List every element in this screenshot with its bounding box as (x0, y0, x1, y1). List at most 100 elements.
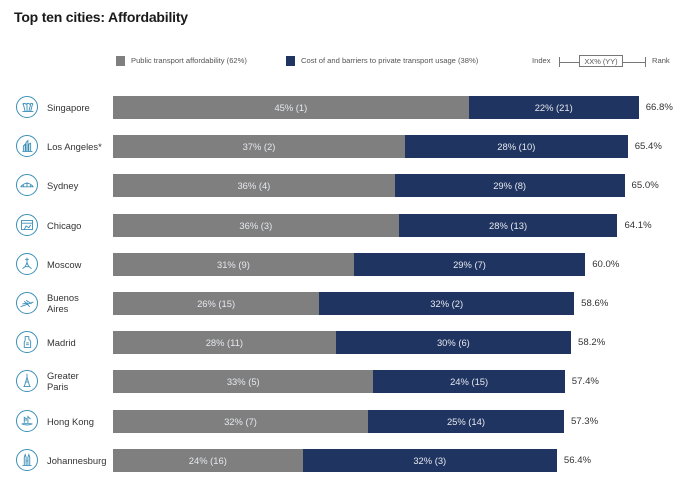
bar-public-transport: 36% (3) (113, 214, 399, 237)
key-box: XX% (YY) (579, 55, 623, 67)
category-label-line: Singapore (47, 102, 90, 113)
category-label-line: Moscow (47, 259, 82, 270)
bar-public-transport: 37% (2) (113, 135, 405, 158)
data-label-private: 22% (21) (534, 102, 573, 113)
bar-private-transport: 25% (14) (367, 410, 564, 433)
category-label-line: Hong Kong (47, 416, 94, 427)
index-label: 58.6% (581, 298, 609, 309)
data-label-private: 29% (8) (493, 180, 527, 191)
bar-row: Greater Paris 33% (5) 24% (15) 57.4% (0, 370, 684, 394)
bridge-icon (16, 292, 38, 314)
category-label-line: Greater (47, 370, 79, 381)
category-label: Singapore (47, 102, 90, 113)
bar-private-transport: 22% (21) (468, 96, 639, 119)
category-label: Madrid (47, 337, 76, 348)
data-label-public: 31% (9) (216, 259, 250, 270)
category-label: Johannesburg (47, 455, 106, 466)
bar-public-transport: 24% (16) (113, 449, 303, 472)
bar-private-transport: 24% (15) (373, 370, 565, 393)
bar-row: Los Angeles* 37% (2) 28% (10) 65.4% (0, 135, 684, 159)
towers-icon (16, 449, 38, 471)
bar-private-transport: 32% (2) (319, 292, 575, 315)
category-label: Hong Kong (47, 416, 94, 427)
bar-private-transport: 28% (10) (404, 135, 628, 158)
tower-icon (16, 253, 38, 275)
category-label-line: Paris (47, 381, 69, 392)
category-label: Greater Paris (47, 370, 79, 392)
data-label-public: 26% (15) (197, 298, 236, 309)
category-label-line: Sydney (47, 180, 79, 191)
key-tick-right (645, 57, 646, 67)
data-label-public: 36% (4) (237, 180, 271, 191)
bar-public-transport: 31% (9) (113, 253, 354, 276)
bar-private-transport: 32% (3) (302, 449, 557, 472)
data-label-private: 30% (6) (436, 337, 470, 348)
data-label-public: 33% (5) (226, 376, 260, 387)
data-label-private: 28% (13) (489, 220, 528, 231)
index-label: 65.0% (631, 180, 659, 191)
bar-row: Johannesburg 24% (16) 32% (3) 56.4% (0, 449, 684, 473)
bar-row: Buenos Aires 26% (15) 32% (2) 58.6% (0, 292, 684, 316)
key-rank-label: Rank (652, 56, 670, 65)
data-label-private: 29% (7) (453, 259, 486, 270)
data-label-public: 28% (11) (205, 337, 244, 348)
data-label-public: 37% (2) (242, 141, 276, 152)
category-label-line: Johannesburg (47, 455, 107, 466)
index-label: 56.4% (563, 455, 592, 466)
legend-swatch-public (116, 56, 125, 66)
key-line-right (623, 62, 645, 63)
data-label-private: 24% (15) (450, 376, 489, 387)
bar-public-transport: 36% (4) (113, 174, 395, 197)
index-label: 66.8% (645, 102, 673, 113)
legend: Public transport affordability (62%) Cos… (0, 55, 684, 69)
category-label: Buenos Aires (47, 292, 79, 314)
category-label-line: Los Angeles* (47, 141, 102, 152)
bar-public-transport: 33% (5) (113, 370, 374, 393)
bar-public-transport: 45% (1) (113, 96, 469, 119)
key-index-label: Index (532, 56, 551, 65)
data-label-public: 32% (7) (224, 416, 257, 427)
bar-row: Hong Kong 32% (7) 25% (14) 57.3% (0, 410, 684, 434)
harbour-bridge-icon (16, 174, 38, 196)
bar-row: Chicago 36% (3) 28% (13) 64.1% (0, 214, 684, 238)
category-label-line: Buenos (47, 292, 79, 303)
data-label-public: 24% (16) (188, 455, 227, 466)
bar-private-transport: 30% (6) (335, 331, 572, 354)
index-label: 65.4% (634, 141, 662, 152)
legend-swatch-private (286, 56, 295, 66)
data-label-private: 28% (10) (497, 141, 536, 152)
junk-boat-icon (16, 410, 38, 432)
legend-label-private: Cost of and barriers to private transpor… (301, 56, 479, 65)
statue-icon (16, 331, 38, 353)
data-label-private: 32% (2) (430, 298, 464, 309)
data-label-public: 45% (1) (274, 102, 308, 113)
index-label: 57.4% (571, 376, 599, 387)
data-label-public: 36% (3) (239, 220, 273, 231)
index-label: 64.1% (624, 220, 652, 231)
bar-public-transport: 26% (15) (113, 292, 320, 315)
bar-private-transport: 29% (7) (353, 253, 586, 276)
chart-title: Top ten cities: Affordability (14, 9, 188, 25)
eiffel-tower-icon (16, 370, 38, 392)
data-label-private: 32% (3) (413, 455, 447, 466)
bar-row: Madrid 28% (11) 30% (6) 58.2% (0, 331, 684, 355)
legend-label-public: Public transport affordability (62%) (131, 56, 247, 65)
city-window-icon (16, 214, 38, 236)
category-label: Chicago (47, 220, 81, 231)
bar-row: Sydney 36% (4) 29% (8) 65.0% (0, 174, 684, 198)
index-label: 60.0% (592, 259, 620, 270)
bar-row: Singapore 45% (1) 22% (21) 66.8% (0, 96, 684, 120)
bar-public-transport: 32% (7) (113, 410, 368, 433)
bar-public-transport: 28% (11) (113, 331, 336, 354)
bar-private-transport: 29% (8) (394, 174, 625, 197)
skyline-icon (16, 135, 38, 157)
index-label: 58.2% (578, 337, 606, 348)
supertrees-icon (16, 96, 38, 118)
category-label: Los Angeles* (47, 141, 102, 152)
index-label: 57.3% (570, 416, 599, 427)
category-label-line: Madrid (47, 337, 76, 348)
data-label-private: 25% (14) (446, 416, 485, 427)
category-label-line: Chicago (47, 220, 82, 231)
bar-private-transport: 28% (13) (398, 214, 618, 237)
key-line-left (559, 62, 579, 63)
